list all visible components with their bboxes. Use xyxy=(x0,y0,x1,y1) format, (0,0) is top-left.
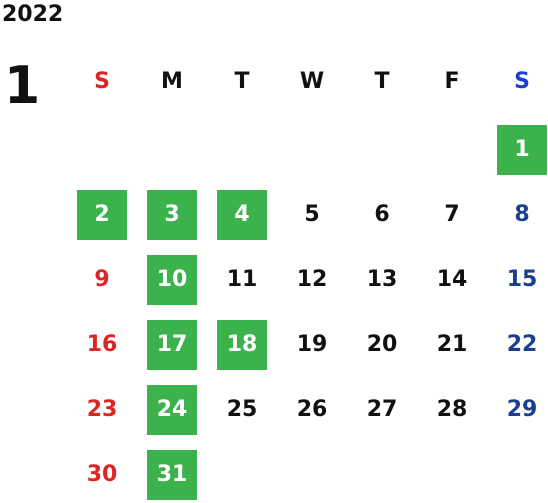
day-cell-23[interactable]: 23 xyxy=(86,397,118,422)
day-cell-26[interactable]: 26 xyxy=(296,397,328,422)
day-cell-21[interactable]: 21 xyxy=(436,332,468,357)
weekday-header-friday: F xyxy=(444,69,460,94)
day-cell-17[interactable]: 17 xyxy=(147,320,197,370)
day-cell-9[interactable]: 9 xyxy=(94,267,110,292)
weekday-header-saturday: S xyxy=(514,69,530,94)
month-number: 1 xyxy=(4,56,41,116)
weekday-header-tuesday: T xyxy=(234,69,250,94)
day-cell-8[interactable]: 8 xyxy=(514,202,530,227)
day-cell-31[interactable]: 31 xyxy=(147,450,197,500)
day-cell-10[interactable]: 10 xyxy=(147,255,197,305)
day-cell-25[interactable]: 25 xyxy=(226,397,258,422)
year-label: 2022 xyxy=(2,2,64,27)
day-cell-20[interactable]: 20 xyxy=(366,332,398,357)
day-cell-11[interactable]: 11 xyxy=(226,267,258,292)
day-cell-15[interactable]: 15 xyxy=(506,267,538,292)
day-cell-4[interactable]: 4 xyxy=(217,190,267,240)
day-cell-18[interactable]: 18 xyxy=(217,320,267,370)
day-cell-29[interactable]: 29 xyxy=(506,397,538,422)
day-cell-7[interactable]: 7 xyxy=(444,202,460,227)
weekday-header-wednesday: W xyxy=(299,69,325,94)
day-cell-2[interactable]: 2 xyxy=(77,190,127,240)
weekday-header-monday: M xyxy=(161,69,183,94)
day-cell-28[interactable]: 28 xyxy=(436,397,468,422)
day-cell-30[interactable]: 30 xyxy=(86,462,118,487)
day-cell-6[interactable]: 6 xyxy=(374,202,390,227)
day-cell-22[interactable]: 22 xyxy=(506,332,538,357)
day-cell-16[interactable]: 16 xyxy=(86,332,118,357)
day-cell-5[interactable]: 5 xyxy=(304,202,320,227)
day-cell-13[interactable]: 13 xyxy=(366,267,398,292)
day-cell-12[interactable]: 12 xyxy=(296,267,328,292)
day-cell-14[interactable]: 14 xyxy=(436,267,468,292)
day-cell-24[interactable]: 24 xyxy=(147,385,197,435)
day-cell-3[interactable]: 3 xyxy=(147,190,197,240)
weekday-header-thursday: T xyxy=(374,69,390,94)
day-cell-27[interactable]: 27 xyxy=(366,397,398,422)
day-cell-19[interactable]: 19 xyxy=(296,332,328,357)
day-cell-1[interactable]: 1 xyxy=(497,125,547,175)
weekday-header-sunday: S xyxy=(94,69,110,94)
